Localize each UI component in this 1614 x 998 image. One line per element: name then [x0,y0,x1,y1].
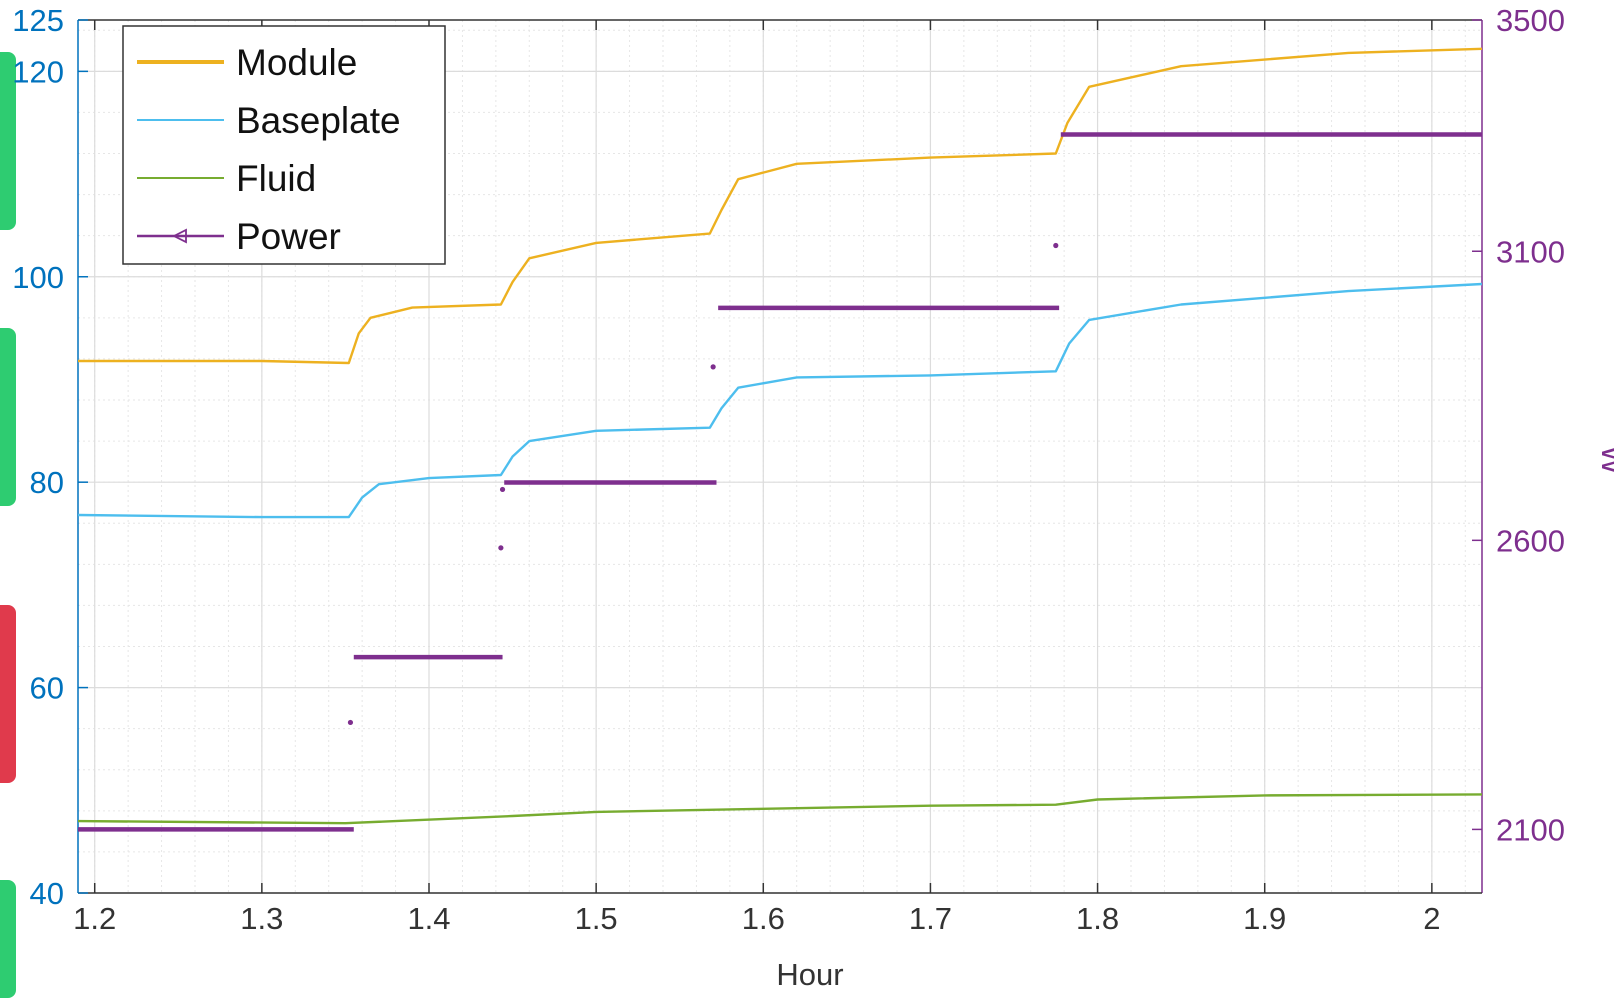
y-left-tick-label: 120 [12,54,64,89]
series-point-power [499,486,506,493]
y-left-tick-label: 60 [30,671,64,706]
legend-label-module: Module [236,42,357,83]
y-left-tick-label: 100 [12,260,64,295]
x-tick-label: 1.3 [240,901,283,936]
x-tick-label: 1.5 [575,901,618,936]
y-right-axis-label: W [1595,445,1614,475]
y-right-tick-label: 2600 [1496,523,1565,558]
series-point-power [498,545,504,551]
y-right-tick-label: 2100 [1496,812,1565,847]
legend-label-power: Power [236,216,341,257]
series-group [77,47,1483,832]
y-right-tick-label: 3500 [1496,3,1565,38]
y-right-tick-label: 3100 [1496,234,1565,269]
x-tick-label: 1.4 [407,901,450,936]
legend-label-baseplate: Baseplate [236,100,401,141]
y-left-tick-label: 125 [12,3,64,38]
x-axis-label: Hour [776,957,843,992]
legend-box [122,25,446,265]
x-tick-label: 1.7 [909,901,952,936]
series-point-power [347,719,354,726]
x-tick-label: 1.6 [742,901,785,936]
x-tick-label: 1.8 [1076,901,1119,936]
y-left-tick-label: 40 [30,876,64,911]
x-tick-label: 1.9 [1243,901,1286,936]
x-tick-label: 2 [1423,901,1440,936]
legend: Module Baseplate Fluid Power [122,25,446,265]
series-point-power [1053,242,1059,249]
side-marker-4 [0,880,16,998]
legend-label-fluid: Fluid [236,158,316,199]
series-line-module [78,47,1483,365]
series-line-fluid [77,793,1483,825]
y-left-tick-label: 80 [30,465,64,500]
legend-marker-power [171,228,187,244]
side-marker-1 [0,52,16,230]
side-marker-3 [0,605,16,783]
side-marker-2 [0,328,16,506]
series-line-baseplate [77,282,1483,519]
series-point-power [710,364,716,370]
x-tick-label: 1.2 [73,901,116,936]
